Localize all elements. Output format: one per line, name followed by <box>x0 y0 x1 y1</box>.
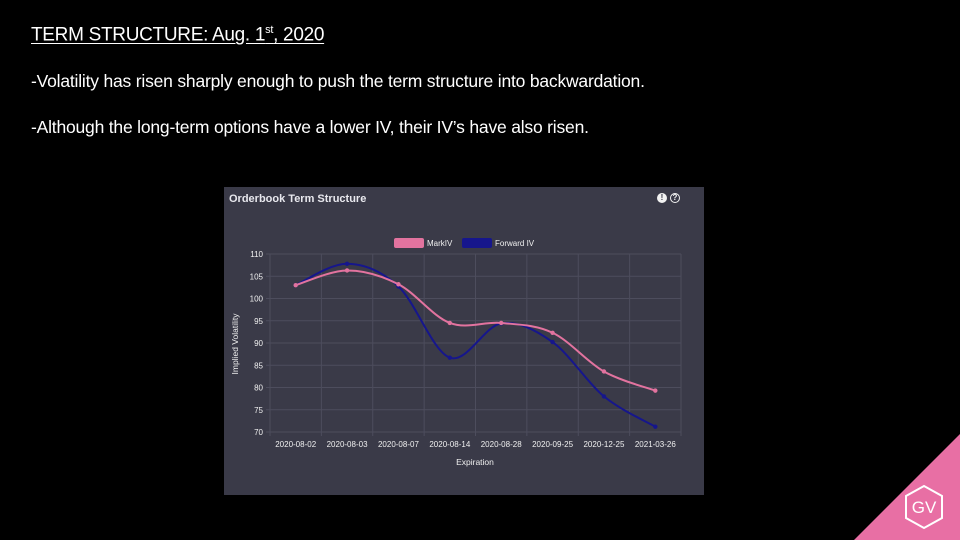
y-tick-labels: 70 75 80 85 90 95 100 105 110 <box>250 250 264 437</box>
x-tick-label: 2020-08-03 <box>327 440 368 449</box>
y-tick-label: 105 <box>250 272 264 281</box>
series-line-markiv <box>295 269 656 392</box>
x-axis-label: Expiration <box>456 457 494 467</box>
bullet-1: -Volatility has risen sharply enough to … <box>31 71 645 91</box>
data-point-markiv[interactable] <box>601 369 607 374</box>
y-tick-label: 110 <box>250 250 263 259</box>
logo-triangle <box>854 434 960 540</box>
y-tick-label: 75 <box>254 406 263 415</box>
data-point-markiv[interactable] <box>653 388 658 393</box>
legend-item[interactable]: MarkIV <box>394 238 453 248</box>
y-tick-label: 90 <box>254 339 263 348</box>
x-tick-label: 2020-12-25 <box>583 440 624 449</box>
x-tick-label: 2021-03-26 <box>635 440 676 449</box>
y-tick-label: 70 <box>254 428 263 437</box>
bullet-2: -Although the long-term options have a l… <box>31 117 589 137</box>
x-tick-labels: 2020-08-02 2020-08-03 2020-08-07 2020-08-14… <box>275 440 676 449</box>
y-tick-label: 100 <box>250 295 264 304</box>
legend-swatch <box>394 238 424 248</box>
legend-label: Forward IV <box>495 239 535 248</box>
y-tick-label: 95 <box>254 317 263 326</box>
x-tick-label: 2020-08-28 <box>481 440 522 449</box>
x-tick-label: 2020-08-02 <box>275 440 316 449</box>
logo-text: GV <box>912 498 937 517</box>
data-point-markiv[interactable] <box>293 282 298 288</box>
legend-item[interactable]: Forward IV <box>462 238 535 248</box>
series-line-forward-iv <box>295 262 656 428</box>
chart-panel-title: Orderbook Term Structure <box>229 193 367 205</box>
slide-title: TERM STRUCTURE: Aug. 1st, 2020 <box>31 24 324 46</box>
legend-swatch <box>462 238 492 248</box>
slide-title-main: TERM STRUCTURE: Aug. 1 <box>31 24 266 46</box>
gv-logo: GV <box>854 434 960 540</box>
data-point-forward-iv[interactable] <box>601 394 607 399</box>
y-tick-label: 80 <box>254 384 263 393</box>
panel-icons: ! ? <box>657 193 680 203</box>
data-point-forward-iv[interactable] <box>344 261 350 266</box>
y-axis-label: Implied Volatility <box>230 313 240 375</box>
data-point-forward-iv[interactable] <box>550 339 555 345</box>
data-point-markiv[interactable] <box>396 282 401 287</box>
logo-hexagon <box>905 484 943 530</box>
x-tick-label: 2020-08-07 <box>378 440 419 449</box>
legend-label: MarkIV <box>427 239 453 248</box>
data-point-markiv[interactable] <box>344 268 350 273</box>
data-point-markiv[interactable] <box>550 330 555 335</box>
x-tick-label: 2020-09-25 <box>532 440 573 449</box>
data-point-forward-iv[interactable] <box>653 424 658 429</box>
info-icon[interactable]: ! <box>657 193 667 203</box>
slide-title-sup: st <box>265 24 274 36</box>
legend: MarkIV Forward IV <box>394 238 535 248</box>
data-point-forward-iv[interactable] <box>447 355 453 360</box>
data-point-markiv[interactable] <box>498 320 504 326</box>
chart-panel: Orderbook Term Structure ! ? 70 75 80 85 90 9… <box>224 187 704 495</box>
y-tick-label: 85 <box>254 361 263 370</box>
data-point-markiv[interactable] <box>447 320 453 326</box>
x-tick-label: 2020-08-14 <box>429 440 470 449</box>
slide-title-end: , 2020 <box>273 24 325 46</box>
series-lines <box>293 261 658 429</box>
help-icon[interactable]: ? <box>670 193 680 203</box>
